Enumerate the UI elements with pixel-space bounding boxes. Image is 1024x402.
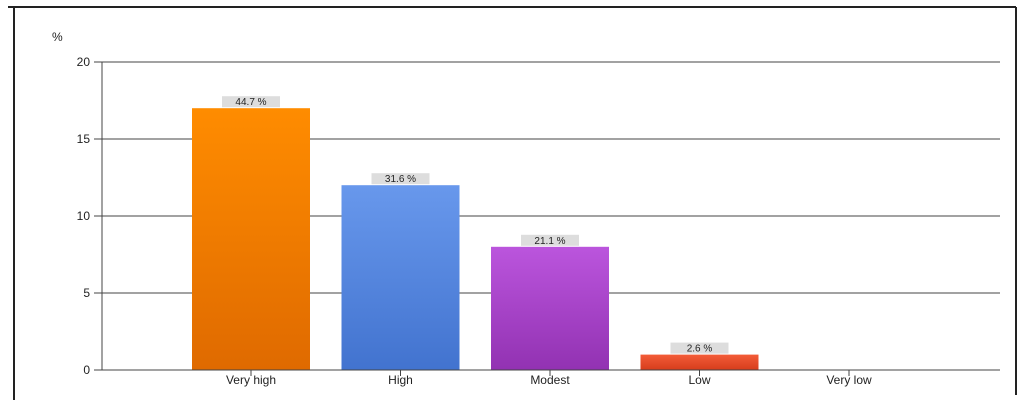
x-tick-label: Modest <box>530 373 570 387</box>
y-tick-label: 20 <box>77 55 91 69</box>
bar <box>491 246 609 370</box>
x-tick-label: High <box>388 373 413 387</box>
y-axis-ticks: 0 5 10 15 20 <box>77 55 102 377</box>
data-label: 31.6 % <box>385 174 416 185</box>
y-axis-label: % <box>52 30 63 44</box>
data-label: 21.1 % <box>534 236 565 247</box>
x-tick-label: Very high <box>226 373 276 387</box>
x-tick-label: Low <box>688 373 710 387</box>
y-tick-label: 10 <box>77 209 91 223</box>
x-axis-ticks: Very high High Modest Low Very low <box>226 370 872 387</box>
data-label-bg <box>371 173 430 185</box>
data-label: 44.7 % <box>235 97 266 108</box>
data-label-bg <box>670 342 729 354</box>
bars <box>192 108 759 370</box>
data-label-bg <box>222 96 280 108</box>
y-tick-label: 15 <box>77 132 91 146</box>
bar <box>341 185 460 370</box>
data-label-bg <box>521 234 579 246</box>
bar <box>192 108 310 370</box>
data-label: 2.6 % <box>687 344 713 355</box>
x-tick-label: Very low <box>826 373 872 387</box>
data-labels: 44.7 % 31.6 % 21.1 % 2.6 % <box>222 96 729 355</box>
y-tick-label: 5 <box>83 286 90 300</box>
y-tick-label: 0 <box>83 363 90 377</box>
bar <box>640 354 759 370</box>
